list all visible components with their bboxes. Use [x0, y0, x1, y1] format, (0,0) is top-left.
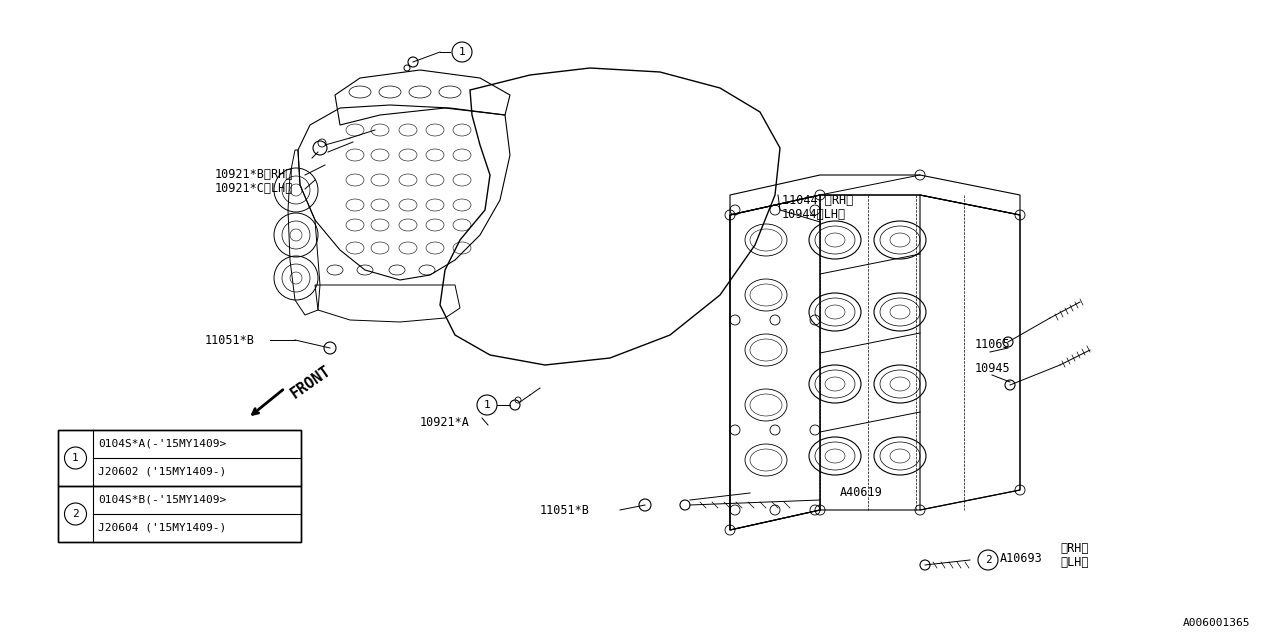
Text: J20602 ('15MY1409-): J20602 ('15MY1409-): [99, 467, 227, 477]
Text: 10944〈LH〉: 10944〈LH〉: [782, 207, 846, 221]
Text: 2: 2: [72, 509, 79, 519]
Text: 0104S*A(-'15MY1409>: 0104S*A(-'15MY1409>: [99, 439, 227, 449]
Text: 10945: 10945: [975, 362, 1011, 374]
Text: 11044 〈RH〉: 11044 〈RH〉: [782, 193, 854, 207]
Text: A006001365: A006001365: [1183, 618, 1251, 628]
Text: 1: 1: [458, 47, 466, 57]
Text: 11051*B: 11051*B: [540, 504, 590, 516]
Text: 2: 2: [984, 555, 992, 565]
Text: 10921*A: 10921*A: [420, 417, 470, 429]
Text: J20604 ('15MY1409-): J20604 ('15MY1409-): [99, 523, 227, 533]
Text: 11051*B: 11051*B: [205, 333, 255, 346]
Text: 0104S*B(-'15MY1409>: 0104S*B(-'15MY1409>: [99, 495, 227, 505]
Text: 10921*B〈RH〉: 10921*B〈RH〉: [215, 168, 293, 182]
Text: 11065: 11065: [975, 339, 1011, 351]
Text: 1: 1: [484, 400, 490, 410]
Text: A40619: A40619: [840, 486, 883, 499]
Text: FRONT: FRONT: [288, 363, 334, 401]
Text: A10693: A10693: [1000, 552, 1043, 564]
Text: 10921*C〈LH〉: 10921*C〈LH〉: [215, 182, 293, 195]
Text: 〈RH〉: 〈RH〉: [1060, 541, 1088, 554]
Text: 1: 1: [72, 453, 79, 463]
Text: 〈LH〉: 〈LH〉: [1060, 556, 1088, 568]
